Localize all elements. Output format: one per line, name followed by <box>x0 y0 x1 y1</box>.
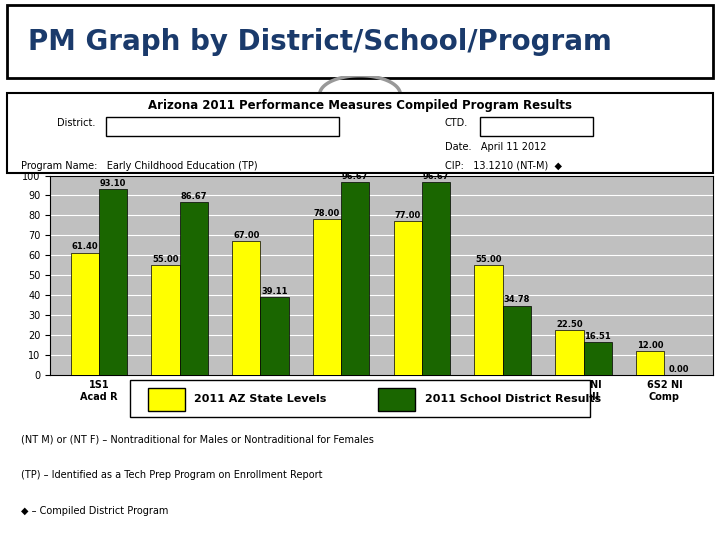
Bar <box>636 352 665 375</box>
FancyBboxPatch shape <box>480 117 593 136</box>
Bar <box>503 306 531 375</box>
Bar <box>394 221 422 375</box>
Text: PM Graph by District/School/Program: PM Graph by District/School/Program <box>28 28 612 56</box>
Text: 78.00: 78.00 <box>314 209 340 218</box>
Text: 93.10: 93.10 <box>100 179 126 188</box>
Text: 12.00: 12.00 <box>637 341 663 350</box>
Text: 0.00: 0.00 <box>668 365 689 374</box>
Text: 96.67: 96.67 <box>342 172 369 181</box>
FancyBboxPatch shape <box>130 380 590 417</box>
Text: CTD.: CTD. <box>445 118 468 129</box>
Bar <box>71 253 99 375</box>
Bar <box>313 219 341 375</box>
Bar <box>151 265 180 375</box>
Text: CIP:   13.1210 (NT-M)  ◆: CIP: 13.1210 (NT-M) ◆ <box>445 161 562 171</box>
FancyBboxPatch shape <box>379 388 415 411</box>
Bar <box>555 330 583 375</box>
Text: Program Name:   Early Childhood Education (TP): Program Name: Early Childhood Education … <box>22 161 258 171</box>
Text: District.: District. <box>57 118 95 129</box>
FancyBboxPatch shape <box>148 388 185 411</box>
Text: 39.11: 39.11 <box>261 287 288 296</box>
Text: 61.40: 61.40 <box>71 242 98 251</box>
Text: 77.00: 77.00 <box>395 211 421 220</box>
Bar <box>422 182 450 375</box>
Bar <box>261 297 289 375</box>
Bar <box>583 342 612 375</box>
Text: 22.50: 22.50 <box>556 320 582 329</box>
Text: Date.   April 11 2012: Date. April 11 2012 <box>445 143 546 152</box>
FancyBboxPatch shape <box>7 93 713 173</box>
Text: 86.67: 86.67 <box>181 192 207 201</box>
Text: 2011 School District Results: 2011 School District Results <box>425 394 600 403</box>
Text: (TP) – Identified as a Tech Prep Program on Enrollment Report: (TP) – Identified as a Tech Prep Program… <box>22 470 323 481</box>
Text: 67.00: 67.00 <box>233 231 259 240</box>
Text: 34.78: 34.78 <box>504 295 530 305</box>
Text: 96.67: 96.67 <box>423 172 449 181</box>
Bar <box>180 202 208 375</box>
Bar <box>341 182 369 375</box>
Text: ◆ – Compiled District Program: ◆ – Compiled District Program <box>22 506 168 516</box>
Bar <box>232 241 261 375</box>
Text: 2011 AZ State Levels: 2011 AZ State Levels <box>194 394 326 403</box>
Bar <box>99 190 127 375</box>
Bar <box>474 265 503 375</box>
FancyBboxPatch shape <box>7 5 713 78</box>
FancyBboxPatch shape <box>106 117 339 136</box>
Text: 55.00: 55.00 <box>475 255 502 264</box>
Text: Arizona 2011 Performance Measures Compiled Program Results: Arizona 2011 Performance Measures Compil… <box>148 99 572 112</box>
Text: 55.00: 55.00 <box>152 255 179 264</box>
Text: 16.51: 16.51 <box>585 332 611 341</box>
Text: (NT M) or (NT F) – Nontraditional for Males or Nontraditional for Females: (NT M) or (NT F) – Nontraditional for Ma… <box>22 435 374 445</box>
